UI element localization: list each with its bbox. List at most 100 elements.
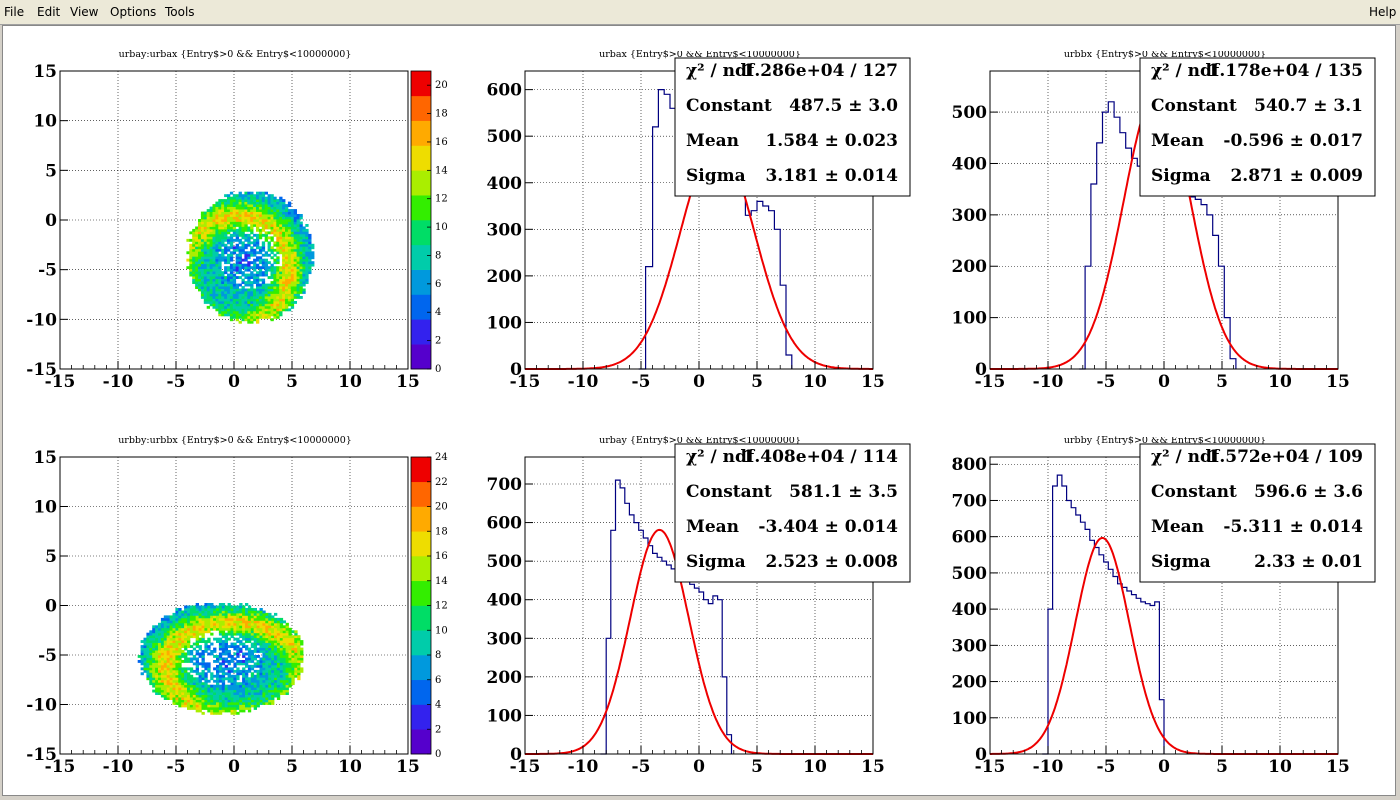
menu-edit[interactable]: Edit (37, 5, 61, 19)
heatmap-cell (259, 689, 263, 693)
heatmap-cell (270, 266, 274, 270)
heatmap-cell (290, 248, 295, 252)
heatmap-cell (273, 243, 277, 247)
heatmap-cell (235, 303, 239, 307)
heatmap-cell (282, 689, 286, 693)
heatmap-cell (203, 231, 208, 235)
heatmap-cell (288, 672, 292, 676)
stats-value: 1.286e+04 / 127 (743, 61, 898, 81)
heatmap-cell (276, 243, 280, 247)
heatmap-cell (163, 684, 168, 688)
heatmap-cell (195, 241, 199, 245)
heatmap-cell (215, 261, 219, 265)
heatmap-cell (178, 635, 182, 639)
heatmap-cell (140, 672, 144, 676)
heatmap-cell (198, 615, 202, 619)
heatmap-cell (227, 246, 231, 250)
menu-view[interactable]: View (70, 5, 99, 19)
heatmap-cell (267, 236, 271, 240)
heatmap-cell (229, 216, 234, 220)
heatmap-cell (218, 271, 222, 275)
heatmap-cell (184, 684, 188, 688)
heatmap-cell (146, 662, 150, 666)
heatmap-cell (206, 286, 210, 289)
root-canvas[interactable]: 0 2 4 6 8 10 12 14 16 18 20 -15 -10 -5 0 5 10 15 -15 -10 -5 0… (2, 25, 1396, 796)
heatmap-cell (288, 652, 292, 656)
heatmap-cell (201, 632, 205, 636)
heatmap-cell (233, 687, 237, 691)
heatmap-cell (172, 679, 176, 683)
heatmap-cell (215, 253, 219, 257)
palette-swatch (411, 729, 431, 755)
heatmap-cell (250, 687, 255, 691)
heatmap-cell (262, 617, 266, 621)
heatmap-cell (224, 308, 228, 312)
heatmap-cell (287, 263, 292, 267)
x-tick-label: 0 (693, 372, 705, 392)
menu-tools[interactable]: Tools (165, 5, 195, 19)
heatmap-cell (192, 620, 197, 624)
heatmap-cell (273, 291, 277, 294)
heatmap-cell (189, 266, 193, 270)
heatmap-cell (209, 228, 213, 232)
heatmap-cell (296, 268, 300, 272)
heatmap-cell (256, 320, 260, 324)
stats-value: 2.33 ± 0.01 (1254, 552, 1363, 572)
heatmap-cell (250, 697, 255, 700)
heatmap-cell (152, 682, 156, 686)
heatmap-cell (201, 625, 205, 629)
heatmap-cell (166, 684, 170, 688)
heatmap-cell (296, 288, 300, 292)
heatmap-cell (250, 221, 254, 225)
heatmap-cell (290, 221, 295, 225)
heatmap-cell (224, 228, 228, 232)
y-tick-label: -5 (38, 261, 57, 281)
heatmap-cell (212, 251, 216, 255)
heatmap-cell (282, 253, 286, 257)
heatmap-cell (282, 650, 286, 653)
heatmap-cell (285, 650, 289, 653)
stats-label: Mean (1151, 517, 1204, 537)
heatmap-cell (204, 625, 208, 629)
heatmap-cell (296, 214, 300, 217)
heatmap-cell (200, 238, 205, 242)
heatmap-cell (189, 620, 194, 624)
menu-file[interactable]: File (4, 5, 25, 19)
heatmap-cell (262, 650, 266, 653)
heatmap-cell (166, 647, 170, 651)
heatmap-cell (207, 605, 211, 609)
heatmap-cell (195, 266, 199, 270)
heatmap-cell (259, 699, 263, 703)
heatmap-cell (203, 301, 208, 304)
heatmap-cell (235, 224, 239, 227)
menu-help[interactable]: Help (1369, 5, 1397, 19)
heatmap-cell (189, 622, 194, 626)
menu-options[interactable]: Options (110, 5, 157, 19)
heatmap-cell (207, 707, 211, 710)
heatmap-cell (172, 702, 176, 705)
heatmap-cell (287, 296, 292, 299)
heatmap-cell (198, 263, 202, 267)
heatmap-cell (279, 305, 283, 309)
heatmap-cell (189, 652, 194, 656)
heatmap-cell (247, 273, 251, 277)
heatmap-cell (200, 243, 205, 247)
heatmap-cell (187, 615, 191, 619)
heatmap-cell (265, 622, 269, 626)
heatmap-cell (216, 655, 220, 658)
heatmap-cell (235, 286, 239, 289)
heatmap-cell (239, 610, 243, 614)
heatmap-cell (262, 687, 266, 691)
heatmap-cell (230, 617, 234, 621)
heatmap-cell (203, 281, 208, 284)
heatmap-cell (230, 630, 234, 634)
heatmap-cell (291, 630, 295, 634)
heatmap-cell (296, 273, 300, 277)
heatmap-cell (268, 692, 272, 695)
heatmap-cell (181, 615, 185, 619)
heatmap-cell (247, 201, 251, 205)
heatmap-cell (287, 286, 292, 289)
heatmap-cell (250, 664, 255, 668)
heatmap-cell (198, 243, 202, 247)
